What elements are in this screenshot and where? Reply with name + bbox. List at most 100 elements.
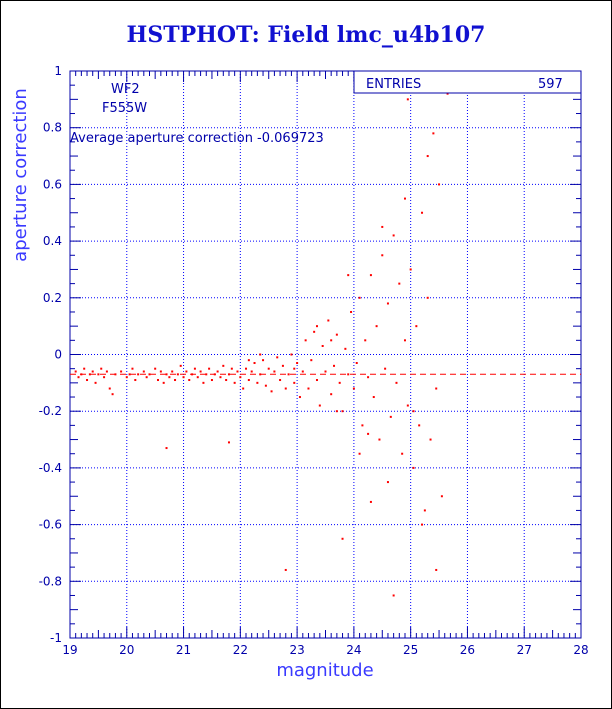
data-point — [367, 432, 370, 435]
data-point — [120, 370, 123, 373]
data-point — [91, 370, 94, 373]
data-point — [134, 379, 137, 382]
data-point — [125, 376, 128, 379]
x-tick-label: 19 — [62, 643, 77, 657]
data-point — [94, 381, 97, 384]
data-point — [148, 373, 151, 376]
data-point — [165, 447, 168, 450]
data-point — [315, 325, 318, 328]
data-point — [310, 359, 313, 362]
data-point — [210, 379, 213, 382]
chart-title: HSTPHOT: Field lmc_u4b107 — [126, 22, 486, 48]
data-point — [247, 379, 250, 382]
data-point — [162, 381, 165, 384]
data-point — [341, 410, 344, 413]
data-point — [432, 132, 435, 135]
data-point — [171, 370, 174, 373]
data-point — [103, 376, 106, 379]
data-point — [369, 274, 372, 277]
x-tick-label: 24 — [346, 643, 361, 657]
data-point — [401, 452, 404, 455]
data-point — [361, 424, 364, 427]
data-point — [108, 387, 111, 390]
data-point — [423, 509, 426, 512]
filter-label: F555W — [102, 101, 147, 116]
data-point — [86, 379, 89, 382]
data-point — [176, 373, 179, 376]
grid-lines — [70, 71, 581, 638]
data-point — [247, 359, 250, 362]
data-point — [290, 353, 293, 356]
data-point — [165, 373, 168, 376]
x-axis-title: magnitude — [276, 660, 373, 681]
data-point — [227, 441, 230, 444]
data-point — [230, 367, 233, 370]
data-point — [80, 373, 83, 376]
y-tick-label: -0.2 — [39, 404, 62, 418]
entries-value: 597 — [538, 77, 563, 92]
data-point — [355, 362, 358, 365]
y-tick-label: -0.6 — [39, 518, 62, 532]
data-point — [321, 344, 324, 347]
data-point — [372, 396, 375, 399]
data-point — [145, 376, 148, 379]
data-point — [182, 376, 185, 379]
data-point — [270, 390, 273, 393]
y-tick-label: 0.8 — [43, 121, 62, 135]
data-point — [341, 537, 344, 540]
data-point — [429, 438, 432, 441]
data-point — [284, 387, 287, 390]
data-point — [386, 481, 389, 484]
data-point — [384, 367, 387, 370]
x-tick-label: 22 — [233, 643, 248, 657]
data-point — [330, 339, 333, 342]
data-point — [369, 500, 372, 503]
data-point — [435, 387, 438, 390]
data-point — [347, 274, 350, 277]
data-point — [381, 225, 384, 228]
data-point — [301, 370, 304, 373]
data-point — [440, 495, 443, 498]
data-point — [358, 296, 361, 299]
entries-label: ENTRIES — [366, 77, 421, 92]
data-point — [378, 438, 381, 441]
data-point — [114, 373, 117, 376]
data-point — [446, 92, 449, 95]
data-point — [128, 373, 131, 376]
data-point — [154, 367, 157, 370]
data-point — [375, 325, 378, 328]
data-point — [426, 155, 429, 158]
data-point — [403, 339, 406, 342]
data-point — [259, 373, 262, 376]
data-point — [137, 373, 140, 376]
camera-label: WF2 — [111, 82, 140, 97]
data-point — [435, 568, 438, 571]
data-point — [315, 379, 318, 382]
data-point — [83, 367, 86, 370]
data-point — [330, 393, 333, 396]
data-point — [205, 373, 208, 376]
data-point — [421, 211, 424, 214]
data-point — [412, 466, 415, 469]
stats-box — [353, 70, 582, 94]
data-point — [253, 362, 256, 365]
y-tick-label: 1 — [54, 64, 62, 78]
data-point — [264, 384, 267, 387]
data-point — [185, 370, 188, 373]
data-point — [242, 387, 245, 390]
data-point — [344, 347, 347, 350]
data-point — [111, 393, 114, 396]
y-tick-label: 0.4 — [43, 234, 62, 248]
data-point — [412, 410, 415, 413]
data-point — [279, 379, 282, 382]
data-point — [77, 376, 80, 379]
data-point — [222, 364, 225, 367]
data-point — [74, 370, 77, 373]
average-correction-note: Average aperture correction -0.069723 — [70, 131, 324, 146]
data-point — [406, 404, 409, 407]
data-point — [335, 333, 338, 336]
data-points — [74, 92, 449, 597]
data-point — [335, 410, 338, 413]
data-point — [293, 381, 296, 384]
